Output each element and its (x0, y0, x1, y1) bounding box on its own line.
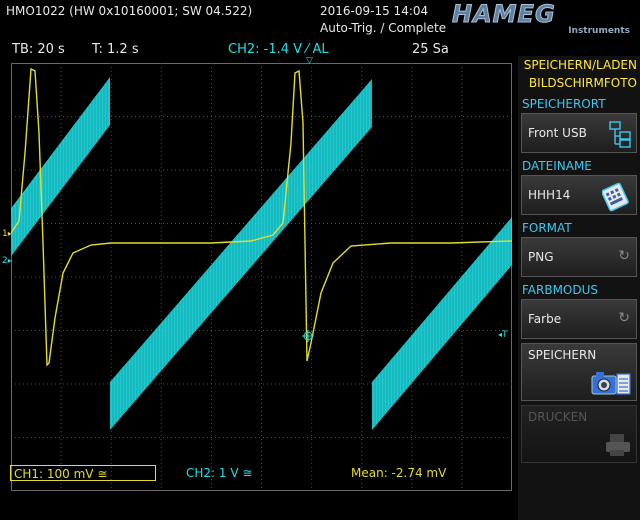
timebase: TB: 20 s (12, 42, 65, 57)
folder-tree-icon (609, 121, 631, 148)
trigger-crosshair (302, 330, 314, 342)
color-mode-button[interactable]: Farbe ↻ (521, 299, 637, 339)
ch2-waveform (11, 77, 512, 430)
ch1-waveform (11, 67, 512, 367)
logo-text: HAMEG (452, 0, 556, 28)
sample-rate: 25 Sa (412, 42, 449, 57)
trigger-level-label: T (502, 330, 508, 340)
color-mode-value: Farbe (528, 312, 562, 326)
trigger-setting: CH2: -1.4 V ⁄ AL (228, 42, 329, 57)
filename-label: DATEINAME (522, 159, 592, 173)
logo-subtitle: Instruments (568, 26, 630, 36)
ch1-marker: 1▸ (2, 229, 12, 239)
mean-measurement: Mean: -2.74 mV (351, 466, 447, 480)
format-value: PNG (528, 250, 554, 264)
location-label: SPEICHERORT (522, 97, 606, 111)
datetime: 2016-09-15 14:04 (320, 4, 429, 18)
trigger-position-marker: ▽ (306, 56, 313, 66)
format-button[interactable]: PNG ↻ (521, 237, 637, 277)
rotate-icon: ↻ (618, 310, 630, 326)
edit-filename-icon (602, 182, 629, 212)
trigger-time: T: 1.2 s (92, 42, 139, 57)
color-mode-label: FARBMODUS (522, 283, 599, 297)
save-button[interactable]: SPEICHERN (521, 343, 637, 401)
filename-value: HHH14 (528, 188, 571, 202)
print-label: DRUCKEN (528, 410, 588, 424)
location-button[interactable]: Front USB (521, 113, 637, 153)
ch1-scale-box[interactable]: CH1: 100 mV ≅ (10, 465, 156, 481)
rotate-icon: ↻ (618, 248, 630, 264)
ch2-marker: 2▸ (2, 256, 12, 266)
ch1-scale: CH1: 100 mV ≅ (14, 467, 108, 481)
trigger-level-marker: ◂T (498, 330, 508, 340)
waveform-display (11, 63, 512, 491)
ch2-scale[interactable]: CH2: 1 V ≅ (186, 466, 253, 480)
camera-save-icon (591, 372, 631, 395)
format-label: FORMAT (522, 221, 572, 235)
device-info: HMO1022 (HW 0x10160001; SW 04.522) (6, 4, 253, 18)
menu-subtitle: BILDSCHIRMFOTO (528, 76, 637, 90)
save-label: SPEICHERN (528, 348, 597, 362)
print-button[interactable]: DRUCKEN (521, 405, 637, 463)
ch1-marker-label: 1 (2, 229, 8, 239)
ch2-marker-label: 2 (2, 256, 8, 266)
location-value: Front USB (528, 126, 587, 140)
hameg-logo: HAMEG Instruments (452, 2, 632, 38)
menu-title: SPEICHERN/LADEN (523, 58, 637, 72)
printer-icon (606, 434, 630, 456)
trigger-status: Auto-Trig. / Complete (320, 21, 447, 35)
filename-button[interactable]: HHH14 (521, 175, 637, 215)
